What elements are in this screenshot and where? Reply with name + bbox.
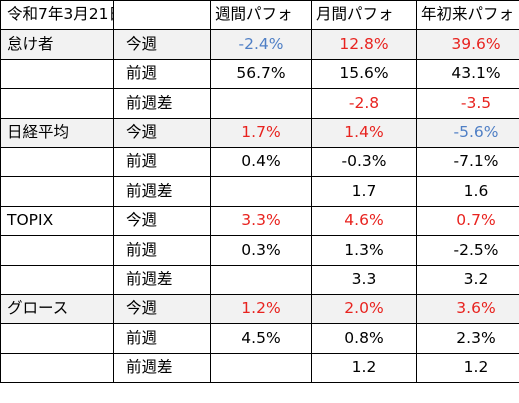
group-spacer [0,235,114,266]
monthly-value: 1.7 [311,176,417,207]
ytd-header: 年初来パフォ [416,0,519,31]
weekly-header: 週間パフォ [210,0,312,31]
row-label: 今週 [113,293,211,325]
ytd-value: 39.6% [416,29,519,60]
weekly-value [210,352,312,384]
group-name: TOPIX [0,205,114,237]
ytd-value: -2.5% [416,235,519,266]
ytd-value: 3.6% [416,293,519,325]
table-row: 怠け者 今週 -2.4% 12.8% 39.6% [0,29,519,60]
weekly-value [210,264,312,295]
date-header: 令和7年3月21日 [0,0,114,31]
group-spacer [0,264,114,295]
table-row: 前週 0.4% -0.3% -7.1% [0,146,519,178]
row-label: 今週 [113,29,211,60]
ytd-value: 43.1% [416,58,519,90]
row-label: 前週 [113,146,211,178]
ytd-value: -3.5 [416,88,519,119]
table-row: 前週差 -2.8 -3.5 [0,88,519,119]
header-row: 令和7年3月21日 週間パフォ 月間パフォ 年初来パフォ [0,0,519,31]
weekly-value: 56.7% [210,58,312,90]
weekly-value: 0.4% [210,146,312,178]
table-row: 日経平均 今週 1.7% 1.4% -5.6% [0,117,519,148]
monthly-value: 1.2 [311,352,417,384]
monthly-header: 月間パフォ [311,0,417,31]
table-row: 前週差 1.2 1.2 [0,352,519,384]
weekly-value [210,88,312,119]
group-spacer [0,323,114,354]
weekly-value: 0.3% [210,235,312,266]
group-spacer [0,146,114,178]
monthly-value: -2.8 [311,88,417,119]
weekly-value: 4.5% [210,323,312,354]
row-label: 前週差 [113,88,211,119]
weekly-value: 1.2% [210,293,312,325]
row-label-header [113,0,211,31]
table-row: 前週差 3.3 3.2 [0,264,519,295]
weekly-value: -2.4% [210,29,312,60]
row-label: 今週 [113,205,211,237]
monthly-value: 2.0% [311,293,417,325]
table-row: 前週 0.3% 1.3% -2.5% [0,235,519,266]
row-label: 前週差 [113,352,211,384]
weekly-value: 1.7% [210,117,312,148]
table-row: グロース 今週 1.2% 2.0% 3.6% [0,293,519,325]
monthly-value: 0.8% [311,323,417,354]
row-label: 前週 [113,58,211,90]
monthly-value: -0.3% [311,146,417,178]
monthly-value: 1.4% [311,117,417,148]
row-label: 前週 [113,235,211,266]
row-label: 前週差 [113,264,211,295]
row-label: 今週 [113,117,211,148]
monthly-value: 15.6% [311,58,417,90]
monthly-value: 4.6% [311,205,417,237]
group-name: グロース [0,293,114,325]
table-row: 前週差 1.7 1.6 [0,176,519,207]
ytd-value: 2.3% [416,323,519,354]
group-spacer [0,352,114,384]
ytd-value: 3.2 [416,264,519,295]
row-label: 前週差 [113,176,211,207]
monthly-value: 3.3 [311,264,417,295]
table-row: 前週 56.7% 15.6% 43.1% [0,58,519,90]
group-name: 日経平均 [0,117,114,148]
ytd-value: -5.6% [416,117,519,148]
group-spacer [0,58,114,90]
monthly-value: 1.3% [311,235,417,266]
monthly-value: 12.8% [311,29,417,60]
weekly-value: 3.3% [210,205,312,237]
table-row: 前週 4.5% 0.8% 2.3% [0,323,519,354]
row-label: 前週 [113,323,211,354]
group-spacer [0,176,114,207]
ytd-value: 1.2 [416,352,519,384]
table-row: TOPIX 今週 3.3% 4.6% 0.7% [0,205,519,237]
ytd-value: 0.7% [416,205,519,237]
performance-table: 令和7年3月21日 週間パフォ 月間パフォ 年初来パフォ 怠け者 今週 -2.4… [0,0,519,384]
group-name: 怠け者 [0,29,114,60]
ytd-value: 1.6 [416,176,519,207]
ytd-value: -7.1% [416,146,519,178]
group-spacer [0,88,114,119]
weekly-value [210,176,312,207]
